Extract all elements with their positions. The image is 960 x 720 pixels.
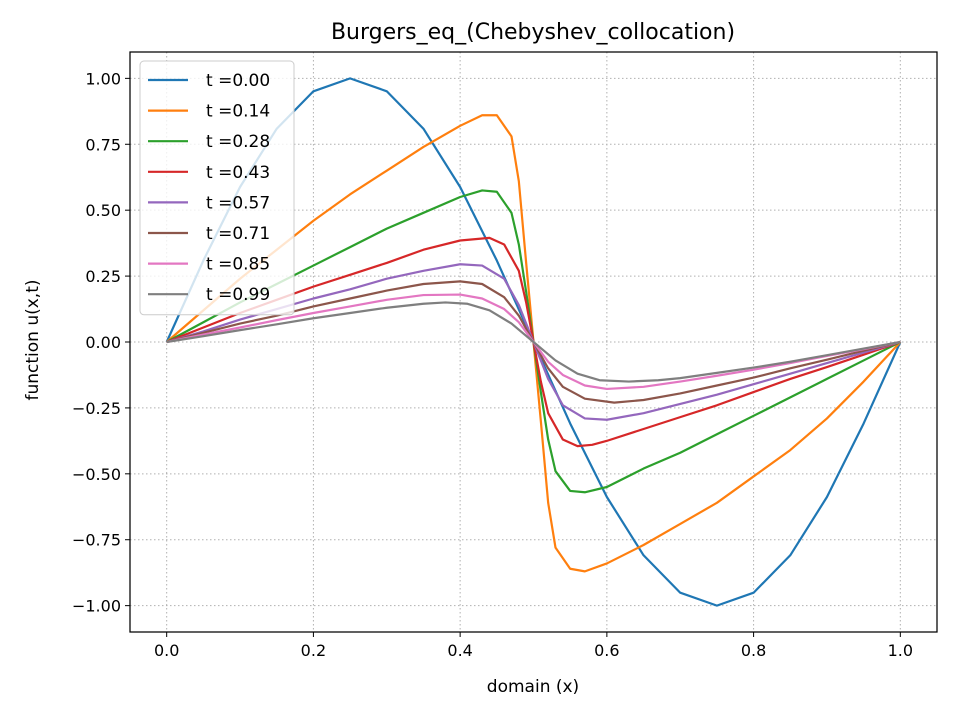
chart-title: Burgers_eq_(Chebyshev_collocation): [331, 20, 735, 45]
legend-label-2: t =0.28: [206, 132, 270, 152]
x-tick-label: 0.2: [301, 641, 326, 660]
y-tick-label: 1.00: [85, 69, 121, 88]
y-tick-label: −0.50: [72, 465, 121, 484]
series-line-3: [166, 236, 901, 448]
legend-label-4: t =0.57: [206, 193, 270, 213]
series-line-7: [166, 301, 901, 383]
y-tick-label: −1.00: [72, 597, 121, 616]
x-tick-label: 0.4: [447, 641, 472, 660]
legend: t =0.00 t =0.14 t =0.28 t =0.43 t =0.57 t =0.…: [139, 60, 295, 316]
legend-label-5: t =0.71: [206, 224, 270, 244]
legend-label-0: t =0.00: [206, 71, 270, 91]
legend-label-3: t =0.43: [206, 163, 270, 183]
legend-label-7: t =0.99: [206, 285, 270, 305]
y-tick-label: 0.25: [85, 267, 121, 286]
y-tick-label: 0.00: [85, 333, 121, 352]
plot-frame: [129, 51, 938, 633]
x-tick-label: 0.8: [741, 641, 766, 660]
axis-ticks: 0.0 0.2 0.4 0.6 0.8 1.0 −1.00 −0.75 −0.50 −0.25 0.…: [72, 69, 913, 660]
legend-label-6: t =0.85: [206, 255, 270, 275]
legend-box: [139, 60, 295, 316]
y-axis-label: function u(x,t): [23, 279, 43, 400]
y-tick-label: −0.25: [72, 399, 121, 418]
series-lines: [165, 77, 902, 607]
y-tick-label: 0.75: [85, 135, 121, 154]
x-tick-label: 0.6: [594, 641, 619, 660]
legend-label-1: t =0.14: [206, 102, 270, 122]
x-tick-label: 0.0: [154, 641, 179, 660]
y-tick-label: 0.50: [85, 201, 121, 220]
x-tick-label: 1.0: [888, 641, 913, 660]
x-axis-label: domain (x): [487, 677, 579, 697]
y-tick-label: −0.75: [72, 531, 121, 550]
